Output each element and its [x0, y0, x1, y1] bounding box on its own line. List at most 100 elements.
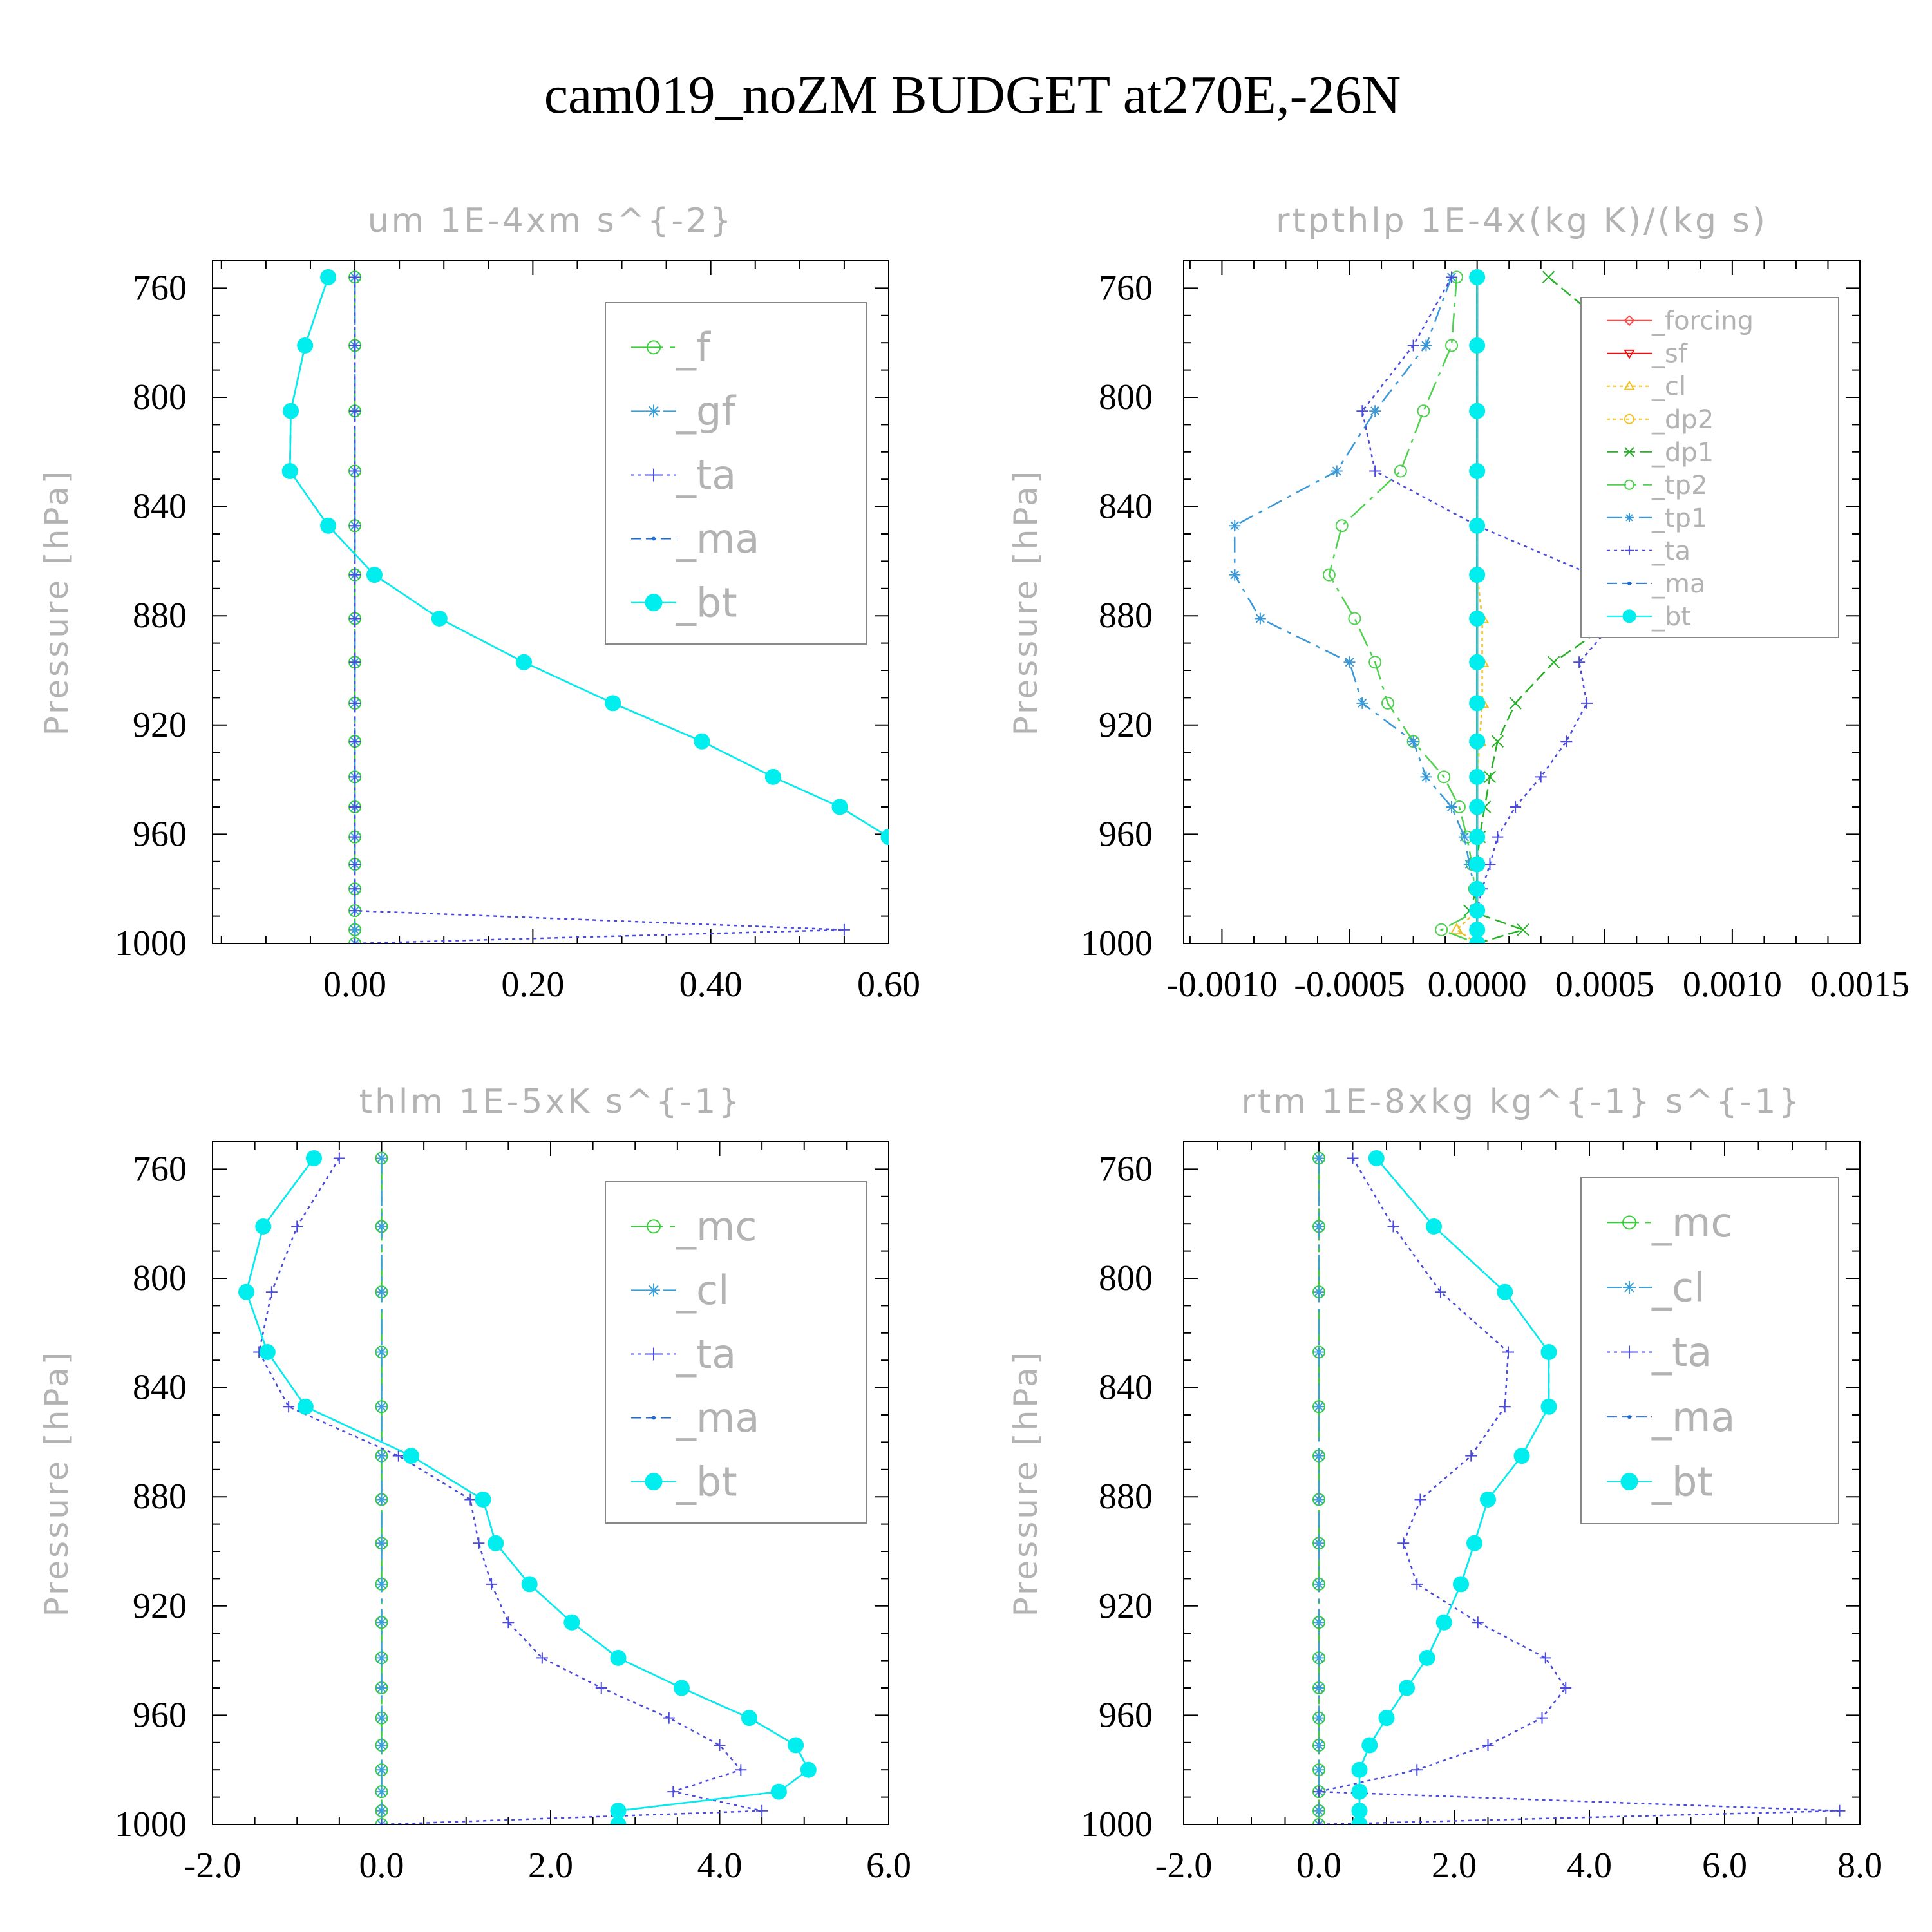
data-point [1313, 1220, 1325, 1233]
data-point [735, 1764, 747, 1776]
x-tick-label: 6.0 [866, 1846, 911, 1886]
data-point [949, 887, 953, 891]
data-point [349, 520, 361, 532]
data-point [375, 1346, 388, 1358]
data-point [475, 1491, 491, 1508]
y-tick-label: 760 [133, 268, 187, 308]
data-point [1469, 768, 1486, 785]
data-point [1356, 405, 1368, 417]
series-bt [281, 269, 976, 918]
legend-marker [1627, 1415, 1631, 1419]
data-point [1469, 337, 1486, 354]
x-tick-label: 0.60 [857, 965, 920, 1005]
data-point [349, 465, 361, 477]
data-point [349, 339, 361, 352]
data-point [1465, 1450, 1477, 1462]
data-point [714, 1739, 726, 1752]
plot-area [1312, 1150, 1846, 1824]
data-point [1469, 922, 1486, 938]
data-point [375, 1450, 388, 1462]
data-point [1539, 1652, 1551, 1664]
data-point [320, 517, 337, 534]
legend-entry: _gf [676, 388, 737, 435]
x-tick-label: 0.0010 [1683, 965, 1782, 1005]
data-point [1469, 880, 1486, 897]
data-point [1469, 567, 1486, 583]
data-point [375, 1616, 388, 1629]
data-point [1517, 923, 1530, 936]
data-point [1510, 801, 1522, 813]
data-point [788, 1737, 804, 1754]
legend-marker [1625, 545, 1634, 555]
data-point [1560, 735, 1573, 748]
series-bt [1351, 1150, 1557, 1824]
legend-entry: _ta [1651, 1329, 1712, 1376]
data-point [1417, 404, 1430, 418]
legend-marker [1622, 1215, 1636, 1230]
data-point [255, 1218, 272, 1235]
data-point [1399, 1680, 1415, 1696]
data-point [922, 862, 926, 866]
legend-entry: _f [676, 324, 712, 371]
y-tick-label: 920 [133, 705, 187, 745]
data-point [1426, 1218, 1442, 1235]
data-point [464, 1493, 477, 1506]
legend: _forcing _sf_cl_dp2_dp1 _tp2 _tp1 _ta_ma_bt [1580, 297, 1839, 638]
legend-entry: _mc [676, 1203, 757, 1250]
data-point [831, 799, 848, 815]
data-point [1491, 735, 1504, 748]
data-point [1453, 1576, 1469, 1593]
legend-marker [647, 1283, 660, 1297]
data-point [1368, 1150, 1385, 1166]
legend-marker [1624, 413, 1634, 424]
data-point [1378, 1710, 1395, 1727]
data-point [349, 735, 361, 748]
data-point [1446, 271, 1458, 283]
data-point [838, 923, 850, 936]
legend-marker [1624, 349, 1635, 359]
data-point [756, 1804, 768, 1817]
y-axis-label: Pressure [hPa] [1007, 1350, 1045, 1617]
series-ta [253, 1152, 768, 1824]
data-point [349, 883, 361, 895]
y-axis-label: Pressure [hPa] [1007, 469, 1045, 736]
data-point [1419, 1649, 1435, 1666]
data-point [663, 1712, 675, 1724]
y-tick-label: 1000 [115, 923, 187, 963]
legend-marker [647, 1219, 661, 1234]
y-tick-label: 880 [1099, 1477, 1153, 1517]
data-point [1343, 656, 1356, 668]
data-point [1381, 696, 1394, 710]
data-point [1581, 697, 1593, 709]
data-point [610, 1649, 627, 1666]
legend-marker [1624, 315, 1635, 327]
x-tick-label: 0.0005 [1555, 965, 1654, 1005]
data-point [1313, 1401, 1325, 1413]
data-point [694, 733, 710, 750]
data-point [265, 1286, 278, 1298]
panel-title: thlm 1E-5xK s^{-1} [359, 1083, 743, 1121]
data-point [1469, 695, 1486, 712]
series-line [1318, 1157, 1840, 1824]
series-tp2 [1322, 270, 1484, 943]
legend-entry: _cl [676, 1267, 729, 1314]
data-point [1351, 1803, 1368, 1819]
x-tick-label: 0.20 [501, 965, 564, 1005]
panel-4: rtm 1E-8xkg kg^{-1} s^{-1} Pressure [hPa]… [1007, 1083, 1882, 1886]
y-tick-label: 800 [1099, 1258, 1153, 1298]
data-point [1535, 771, 1547, 783]
data-point [1356, 697, 1368, 709]
data-point [961, 903, 976, 918]
data-point [333, 1152, 345, 1164]
y-tick-label: 960 [1099, 814, 1153, 854]
data-point [291, 1220, 303, 1233]
data-point [1480, 1491, 1496, 1508]
legend-entry: _dp1 [1651, 438, 1714, 468]
data-point [1446, 801, 1458, 813]
legend-marker [652, 536, 656, 541]
data-point [1313, 1652, 1325, 1664]
data-point [967, 942, 971, 945]
series-line [1328, 277, 1479, 943]
data-point [1313, 1682, 1325, 1694]
series-bt [1469, 269, 1486, 943]
